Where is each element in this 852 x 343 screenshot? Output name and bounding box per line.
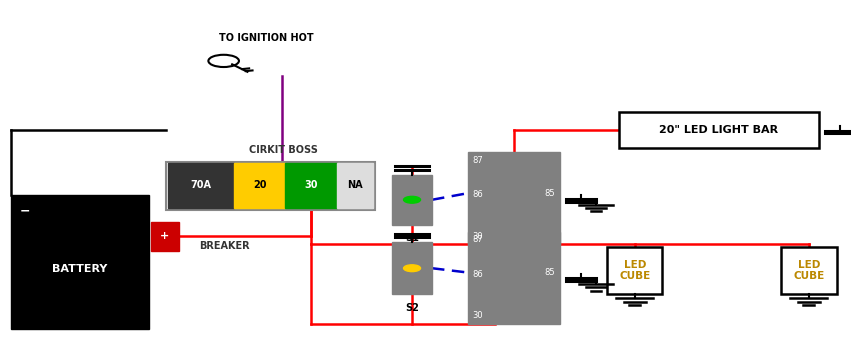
Text: BREAKER: BREAKER xyxy=(199,241,250,251)
Bar xyxy=(468,152,560,245)
Bar xyxy=(392,175,432,225)
Text: 85: 85 xyxy=(544,268,556,277)
Bar xyxy=(168,163,233,208)
Bar xyxy=(11,195,149,329)
Text: −: − xyxy=(20,205,30,218)
Text: S1: S1 xyxy=(405,233,419,243)
Circle shape xyxy=(404,196,421,203)
Bar xyxy=(166,162,375,210)
Text: TO IGNITION HOT: TO IGNITION HOT xyxy=(219,33,314,43)
Text: 30: 30 xyxy=(305,180,318,190)
Bar xyxy=(780,247,837,294)
Bar xyxy=(468,232,560,324)
Bar xyxy=(233,163,285,208)
Text: 87: 87 xyxy=(472,156,483,165)
Text: 20: 20 xyxy=(253,180,267,190)
Text: CIRKIT BOSS: CIRKIT BOSS xyxy=(249,145,318,155)
Text: LED
CUBE: LED CUBE xyxy=(793,260,825,282)
Text: +: + xyxy=(160,232,170,241)
Text: BATTERY: BATTERY xyxy=(53,263,108,274)
Text: 70A: 70A xyxy=(190,180,211,190)
Bar xyxy=(285,163,337,208)
Text: NA: NA xyxy=(348,180,363,190)
Text: 85: 85 xyxy=(544,189,556,198)
Text: 86: 86 xyxy=(472,190,483,199)
Circle shape xyxy=(404,265,421,272)
Text: S2: S2 xyxy=(405,303,419,312)
Text: 30: 30 xyxy=(472,311,483,320)
Bar xyxy=(619,113,819,148)
Text: LED
CUBE: LED CUBE xyxy=(619,260,650,282)
Text: 30: 30 xyxy=(472,232,483,241)
Text: 86: 86 xyxy=(472,270,483,279)
Text: 87: 87 xyxy=(472,235,483,244)
Bar xyxy=(607,247,662,294)
Bar xyxy=(151,222,179,251)
Bar xyxy=(392,243,432,294)
Text: 20" LED LIGHT BAR: 20" LED LIGHT BAR xyxy=(659,125,779,135)
Bar xyxy=(337,163,373,208)
